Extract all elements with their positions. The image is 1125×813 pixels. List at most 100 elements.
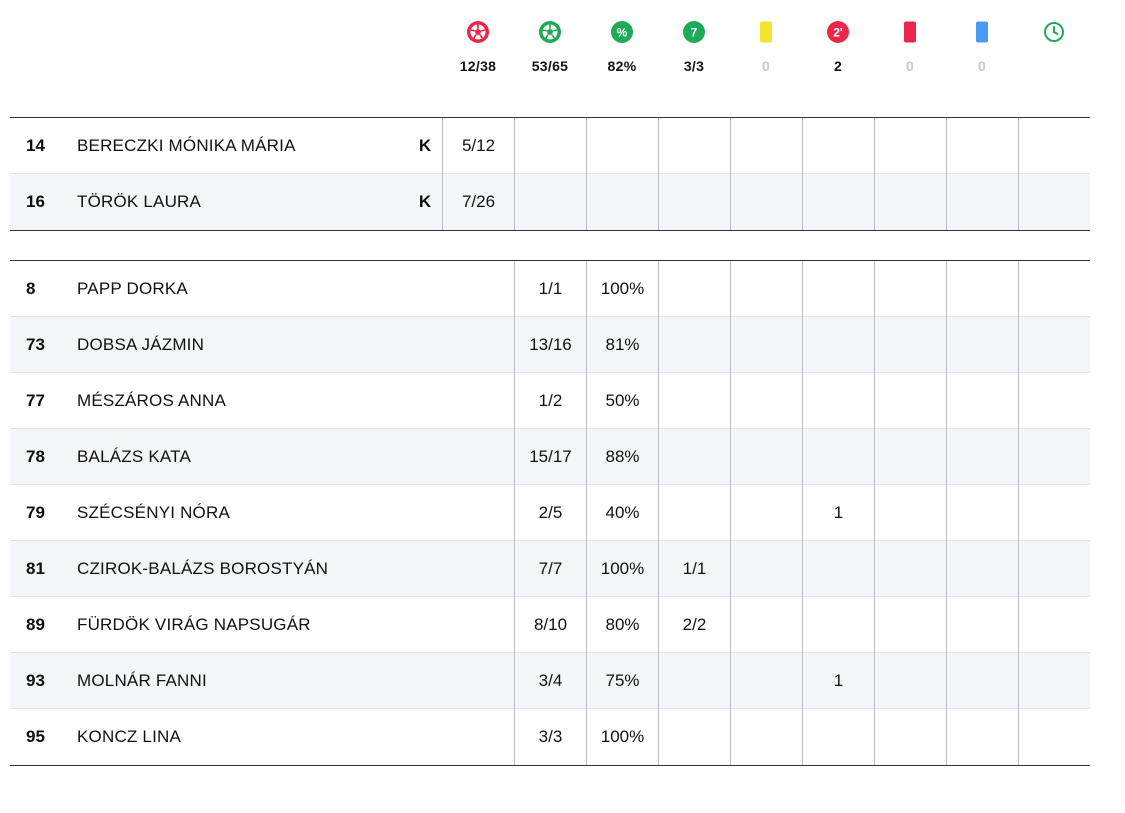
stat-cell: [946, 653, 1018, 709]
summary-blue-card: 0: [946, 20, 1018, 74]
clock-icon: [1044, 22, 1064, 42]
stat-cell: 1: [802, 485, 874, 541]
stat-cell: [586, 174, 658, 230]
player-row[interactable]: 77 MÉSZÁROS ANNA 1/2 50%: [10, 373, 1090, 429]
stat-cell: 40%: [586, 485, 658, 541]
player-row[interactable]: 81 CZIROK-BALÁZS BOROSTYÁN 7/7 100% 1/1: [10, 541, 1090, 597]
percent-symbol: %: [617, 26, 628, 40]
stat-cell: 80%: [586, 597, 658, 653]
stat-cell: [730, 541, 802, 597]
stat-cell: 5/12: [442, 118, 514, 174]
stat-cell: 81%: [586, 317, 658, 373]
soccer-ball-red-icon: [467, 21, 489, 43]
stat-cell: [874, 174, 946, 230]
stat-cell: 100%: [586, 541, 658, 597]
stat-cell: [658, 174, 730, 230]
player-name[interactable]: CZIROK-BALÁZS BOROSTYÁN: [77, 559, 329, 578]
summary-soccer-ball-red: 12/38: [442, 20, 514, 74]
player-row[interactable]: 93 MOLNÁR FANNI 3/4 75% 1: [10, 653, 1090, 709]
stat-cell: [658, 709, 730, 765]
stat-cell: [802, 597, 874, 653]
player-name[interactable]: MÉSZÁROS ANNA: [77, 391, 227, 410]
player-name[interactable]: TÖRÖK LAURA: [77, 192, 202, 211]
player-name[interactable]: KONCZ LINA: [77, 727, 182, 746]
blue-card-icon: [976, 21, 988, 43]
stat-cell: [802, 118, 874, 174]
stat-cell: [658, 373, 730, 429]
summary-value: 3/3: [683, 58, 705, 74]
summary-value: 2: [833, 58, 843, 74]
stat-cell: [1018, 261, 1090, 317]
stat-cell: [514, 174, 586, 230]
stat-cell: [1018, 541, 1090, 597]
stat-cell: 50%: [586, 373, 658, 429]
stat-cell: [1018, 485, 1090, 541]
two-minute-symbol: 2': [833, 26, 843, 40]
player-name[interactable]: SZÉCSÉNYI NÓRA: [77, 503, 230, 522]
player-name[interactable]: BALÁZS KATA: [77, 447, 191, 466]
stat-cell: [658, 317, 730, 373]
stat-cell: [874, 429, 946, 485]
summary-soccer-ball-green: 53/65: [514, 20, 586, 74]
yellow-card-icon: [760, 21, 772, 43]
player-name[interactable]: FÜRDÖK VIRÁG NAPSUGÁR: [77, 615, 311, 634]
stat-cell: [946, 317, 1018, 373]
stat-cell: [658, 485, 730, 541]
stat-cell: [1018, 118, 1090, 174]
stat-cell: 1/2: [514, 373, 586, 429]
jersey-number: 89: [26, 615, 45, 634]
jersey-number: 79: [26, 503, 45, 522]
stat-cell: [802, 541, 874, 597]
player-name[interactable]: MOLNÁR FANNI: [77, 671, 207, 690]
stat-cell: 8/10: [514, 597, 586, 653]
player-row[interactable]: 16 TÖRÖK LAURA K 7/26: [10, 174, 1090, 230]
player-row[interactable]: 73 DOBSA JÁZMIN 13/16 81%: [10, 317, 1090, 373]
stat-cell: [874, 653, 946, 709]
stat-cell: [802, 261, 874, 317]
stat-cell: 3/3: [514, 709, 586, 765]
player-name[interactable]: BERECZKI MÓNIKA MÁRIA: [77, 136, 296, 155]
jersey-number: 8: [26, 279, 36, 298]
goalkeepers-table: 14 BERECZKI MÓNIKA MÁRIA K 5/12 16 TÖRÖK LAUR…: [10, 117, 1090, 231]
stat-cell: 100%: [586, 709, 658, 765]
stat-cell: [802, 317, 874, 373]
player-row[interactable]: 14 BERECZKI MÓNIKA MÁRIA K 5/12: [10, 118, 1090, 174]
seven-meter-icon: 7: [683, 21, 705, 43]
jersey-number: 78: [26, 447, 45, 466]
percent-icon: %: [611, 21, 633, 43]
stat-cell: [874, 373, 946, 429]
stat-cell: [874, 118, 946, 174]
summary-yellow-card: 0: [730, 20, 802, 74]
position-badge: K: [418, 192, 432, 211]
stat-cell: [1018, 373, 1090, 429]
player-row[interactable]: 95 KONCZ LINA 3/3 100%: [10, 709, 1090, 765]
stat-cell: [1018, 709, 1090, 765]
stat-cell: 1: [802, 653, 874, 709]
stat-cell: [514, 118, 586, 174]
field-players-table: 8 PAPP DORKA 1/1 100% 73 DOBSA JÁZMIN 13/16 81%…: [10, 260, 1090, 766]
stat-cell: [658, 118, 730, 174]
stat-cell: [946, 541, 1018, 597]
stat-cell: [874, 541, 946, 597]
stat-cell: 2/5: [514, 485, 586, 541]
stat-cell: [730, 597, 802, 653]
stat-cell: 100%: [586, 261, 658, 317]
stat-cell: [874, 597, 946, 653]
stat-cell: [946, 118, 1018, 174]
stat-cell: [874, 485, 946, 541]
player-row[interactable]: 79 SZÉCSÉNYI NÓRA 2/5 40% 1: [10, 485, 1090, 541]
stat-cell: 15/17: [514, 429, 586, 485]
player-name[interactable]: PAPP DORKA: [77, 279, 188, 298]
stat-cell: 13/16: [514, 317, 586, 373]
player-row[interactable]: 89 FÜRDÖK VIRÁG NAPSUGÁR 8/10 80% 2/2: [10, 597, 1090, 653]
stat-cell: [802, 174, 874, 230]
jersey-number: 77: [26, 391, 45, 410]
player-row[interactable]: 8 PAPP DORKA 1/1 100%: [10, 261, 1090, 317]
stat-cell: [874, 261, 946, 317]
stat-cell: [658, 261, 730, 317]
player-name[interactable]: DOBSA JÁZMIN: [77, 335, 205, 354]
stat-cell: [946, 709, 1018, 765]
player-row[interactable]: 78 BALÁZS KATA 15/17 88%: [10, 429, 1090, 485]
stat-cell: [1018, 597, 1090, 653]
stat-cell: [946, 373, 1018, 429]
